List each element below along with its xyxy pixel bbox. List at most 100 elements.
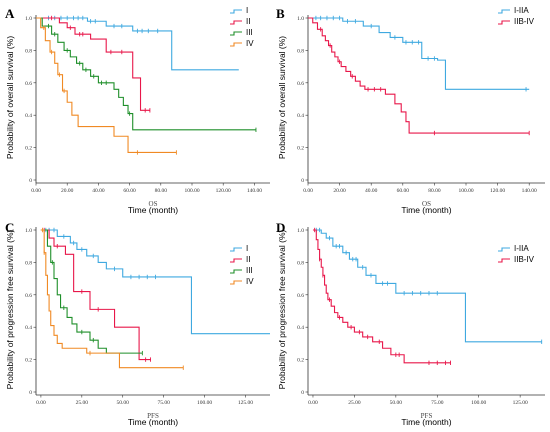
y-tick-label: 0.8: [25, 260, 32, 266]
survival-curve: [40, 229, 270, 335]
panel-letter: B: [276, 6, 285, 21]
legend-label: IIB-IV: [514, 17, 535, 26]
y-tick-label: 0.8: [25, 48, 32, 54]
legend-swatch: [230, 9, 242, 14]
legend-label: I-IIA: [514, 244, 529, 253]
x-tick-label: 75.00: [157, 400, 170, 406]
km-series-iii: III: [36, 17, 257, 132]
legend-label: III: [246, 28, 253, 37]
legend-swatch: [230, 258, 242, 263]
km-series-ii: II: [40, 227, 250, 362]
x-tick-label: 80.00: [428, 188, 441, 194]
x-tick-label: 25.00: [76, 400, 89, 406]
legend-swatch: [498, 20, 510, 25]
x-tick-label: 125.00: [238, 400, 253, 406]
y-axis-label: Probability of progression free survival…: [277, 230, 287, 390]
legend-swatch: [230, 20, 242, 25]
y-tick-label: 0.6: [297, 81, 304, 87]
x-axis-label: Time (month): [128, 205, 178, 215]
y-tick-label: 0.8: [297, 260, 304, 266]
panel-letter: A: [5, 6, 15, 21]
survival-curve: [308, 17, 530, 90]
y-axis-label: Probability of overall survival (%): [277, 36, 287, 159]
x-tick-label: 60.00: [397, 188, 410, 194]
survival-curve: [308, 17, 530, 134]
y-tick-label: 0: [301, 390, 304, 396]
y-tick-label: 0: [29, 390, 32, 396]
panel-letter: C: [5, 220, 14, 235]
y-tick-label: 0.4: [297, 325, 304, 331]
km-panel-d: D 0 0.2 0.4 0.6 0.8 1.0 0.00 25.00 50.00 75.00 100.…: [276, 220, 545, 427]
x-tick-label: 125.00: [513, 400, 528, 406]
legend-swatch: [230, 280, 242, 285]
x-tick-label: 100.00: [197, 400, 212, 406]
y-tick-label: 0.2: [297, 146, 304, 152]
survival-curve: [36, 17, 239, 71]
x-tick-label: 20.00: [333, 188, 346, 194]
legend-label: II: [246, 255, 250, 264]
x-tick-label: 100.00: [458, 188, 473, 194]
y-tick-label: 0.4: [297, 113, 304, 119]
y-axis-label: Probability of overall survival (%): [5, 36, 15, 159]
x-tick-label: 140.00: [522, 188, 537, 194]
y-tick-label: 1.0: [297, 16, 304, 22]
x-tick-label: 80.00: [155, 188, 168, 194]
legend-swatch: [230, 269, 242, 274]
y-tick-label: 0.2: [25, 146, 32, 152]
x-tick-label: 100.00: [471, 400, 486, 406]
km-series-iv: IV: [40, 227, 254, 370]
legend-swatch: [230, 42, 242, 47]
panel-letter: D: [276, 220, 285, 235]
x-tick-label: 20.00: [61, 188, 74, 194]
km-panel-b: B 0 0.2 0.4 0.6 0.8 1.0 0.00 20.00 40.00 60.00 80.0…: [276, 6, 545, 215]
km-series-i-iia: I-IIA: [308, 6, 530, 92]
y-tick-label: 0.2: [25, 358, 32, 364]
km-series-ii: II: [36, 15, 250, 113]
x-axis-label: Time (month): [401, 205, 451, 215]
km-series-iv: IV: [36, 17, 254, 155]
y-axis-label: Probability of progression free survival…: [5, 230, 15, 390]
survival-curve: [40, 229, 151, 361]
km-series-iii: III: [40, 229, 253, 356]
x-tick-label: 0.00: [303, 188, 313, 194]
survival-curve: [312, 229, 451, 364]
y-tick-label: 0.6: [25, 81, 32, 87]
x-tick-label: 25.00: [348, 400, 361, 406]
x-axis-sublabel: PFS: [421, 412, 433, 420]
legend-label: II: [246, 17, 250, 26]
y-tick-label: 1.0: [25, 16, 32, 22]
legend-label: III: [246, 266, 253, 275]
survival-curve: [36, 17, 256, 131]
legend-label: IIB-IV: [514, 255, 535, 264]
km-series-i-iia: I-IIA: [312, 227, 543, 344]
survival-curve: [36, 17, 150, 111]
km-series-iib-iv: IIB-IV: [312, 227, 535, 366]
survival-curve: [36, 17, 177, 154]
x-axis-label: Time (month): [401, 417, 451, 427]
y-tick-label: 0.6: [297, 293, 304, 299]
x-axis-sublabel: OS: [422, 200, 431, 208]
x-tick-label: 140.00: [247, 188, 262, 194]
legend-label: IV: [246, 39, 254, 48]
legend-swatch: [230, 247, 242, 252]
x-tick-label: 50.00: [390, 400, 403, 406]
y-tick-label: 1.0: [25, 228, 32, 234]
survival-curve: [40, 229, 143, 354]
km-series-iib-iv: IIB-IV: [308, 17, 535, 136]
x-tick-label: 120.00: [216, 188, 231, 194]
x-tick-label: 0.00: [308, 400, 318, 406]
x-axis-sublabel: OS: [149, 200, 158, 208]
x-tick-label: 0.00: [36, 400, 46, 406]
legend-label: I: [246, 6, 248, 15]
legend-label: I-IIA: [514, 6, 529, 15]
legend-swatch: [230, 31, 242, 36]
y-tick-label: 1.0: [297, 228, 304, 234]
km-series-i: I: [40, 227, 270, 335]
x-axis-sublabel: PFS: [147, 412, 159, 420]
y-tick-label: 0.2: [297, 358, 304, 364]
y-tick-label: 0.4: [25, 325, 32, 331]
legend-swatch: [498, 247, 510, 252]
survival-curve: [40, 229, 184, 369]
x-tick-label: 60.00: [123, 188, 136, 194]
